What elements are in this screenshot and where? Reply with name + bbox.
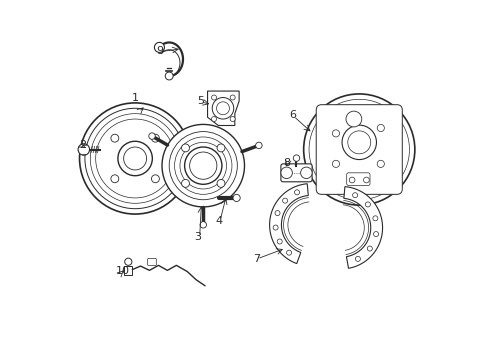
Circle shape	[376, 125, 384, 132]
Circle shape	[184, 147, 222, 184]
Circle shape	[169, 132, 237, 200]
FancyBboxPatch shape	[316, 105, 402, 194]
Circle shape	[96, 119, 174, 198]
Circle shape	[111, 175, 119, 183]
Circle shape	[233, 194, 240, 202]
Circle shape	[372, 216, 377, 221]
Text: 5: 5	[197, 96, 204, 106]
Circle shape	[230, 117, 235, 122]
Circle shape	[274, 211, 280, 216]
Circle shape	[189, 152, 217, 179]
FancyBboxPatch shape	[346, 173, 369, 185]
Polygon shape	[343, 186, 382, 268]
Circle shape	[174, 137, 231, 194]
Text: 4: 4	[215, 216, 223, 226]
Circle shape	[363, 177, 368, 183]
Circle shape	[355, 256, 360, 261]
Circle shape	[376, 160, 384, 167]
Circle shape	[346, 111, 361, 127]
Circle shape	[162, 125, 244, 207]
Polygon shape	[207, 91, 239, 126]
Circle shape	[365, 202, 369, 207]
Circle shape	[230, 95, 235, 100]
Text: 10: 10	[115, 266, 129, 276]
Circle shape	[303, 94, 414, 205]
Circle shape	[255, 142, 262, 149]
Circle shape	[123, 147, 146, 170]
Circle shape	[216, 102, 229, 115]
Circle shape	[212, 98, 233, 119]
Circle shape	[85, 108, 185, 209]
Text: 1: 1	[131, 93, 138, 103]
Circle shape	[165, 72, 173, 80]
Circle shape	[348, 177, 354, 183]
Circle shape	[154, 42, 164, 53]
Text: 7: 7	[253, 254, 260, 264]
Circle shape	[332, 130, 339, 137]
Text: 2: 2	[79, 140, 86, 150]
Circle shape	[151, 175, 159, 183]
Text: 8: 8	[283, 158, 290, 168]
Circle shape	[217, 144, 224, 152]
Circle shape	[277, 239, 282, 244]
Circle shape	[180, 142, 226, 189]
Circle shape	[286, 250, 291, 255]
Circle shape	[293, 155, 299, 161]
Circle shape	[352, 193, 357, 198]
Circle shape	[124, 258, 132, 265]
Circle shape	[282, 198, 287, 203]
Circle shape	[308, 99, 408, 200]
Circle shape	[217, 180, 224, 187]
Circle shape	[373, 231, 378, 237]
Circle shape	[366, 246, 371, 251]
Circle shape	[341, 125, 376, 159]
Circle shape	[90, 114, 180, 203]
Circle shape	[300, 167, 311, 179]
FancyBboxPatch shape	[280, 164, 311, 182]
Circle shape	[181, 180, 189, 187]
FancyBboxPatch shape	[124, 266, 132, 275]
Circle shape	[332, 160, 339, 167]
Circle shape	[80, 103, 190, 214]
Circle shape	[280, 167, 292, 179]
Circle shape	[181, 144, 189, 152]
Polygon shape	[269, 184, 307, 264]
Circle shape	[211, 117, 216, 122]
Circle shape	[294, 190, 299, 195]
Circle shape	[273, 225, 278, 230]
Text: 3: 3	[194, 232, 201, 242]
Circle shape	[347, 131, 370, 154]
Circle shape	[151, 134, 159, 142]
Text: 9: 9	[156, 46, 163, 56]
Circle shape	[78, 144, 89, 155]
Circle shape	[148, 133, 155, 139]
Circle shape	[211, 95, 216, 100]
FancyBboxPatch shape	[147, 258, 156, 265]
Circle shape	[111, 134, 119, 142]
Text: 6: 6	[289, 111, 296, 121]
Circle shape	[118, 141, 152, 176]
Circle shape	[200, 222, 206, 228]
